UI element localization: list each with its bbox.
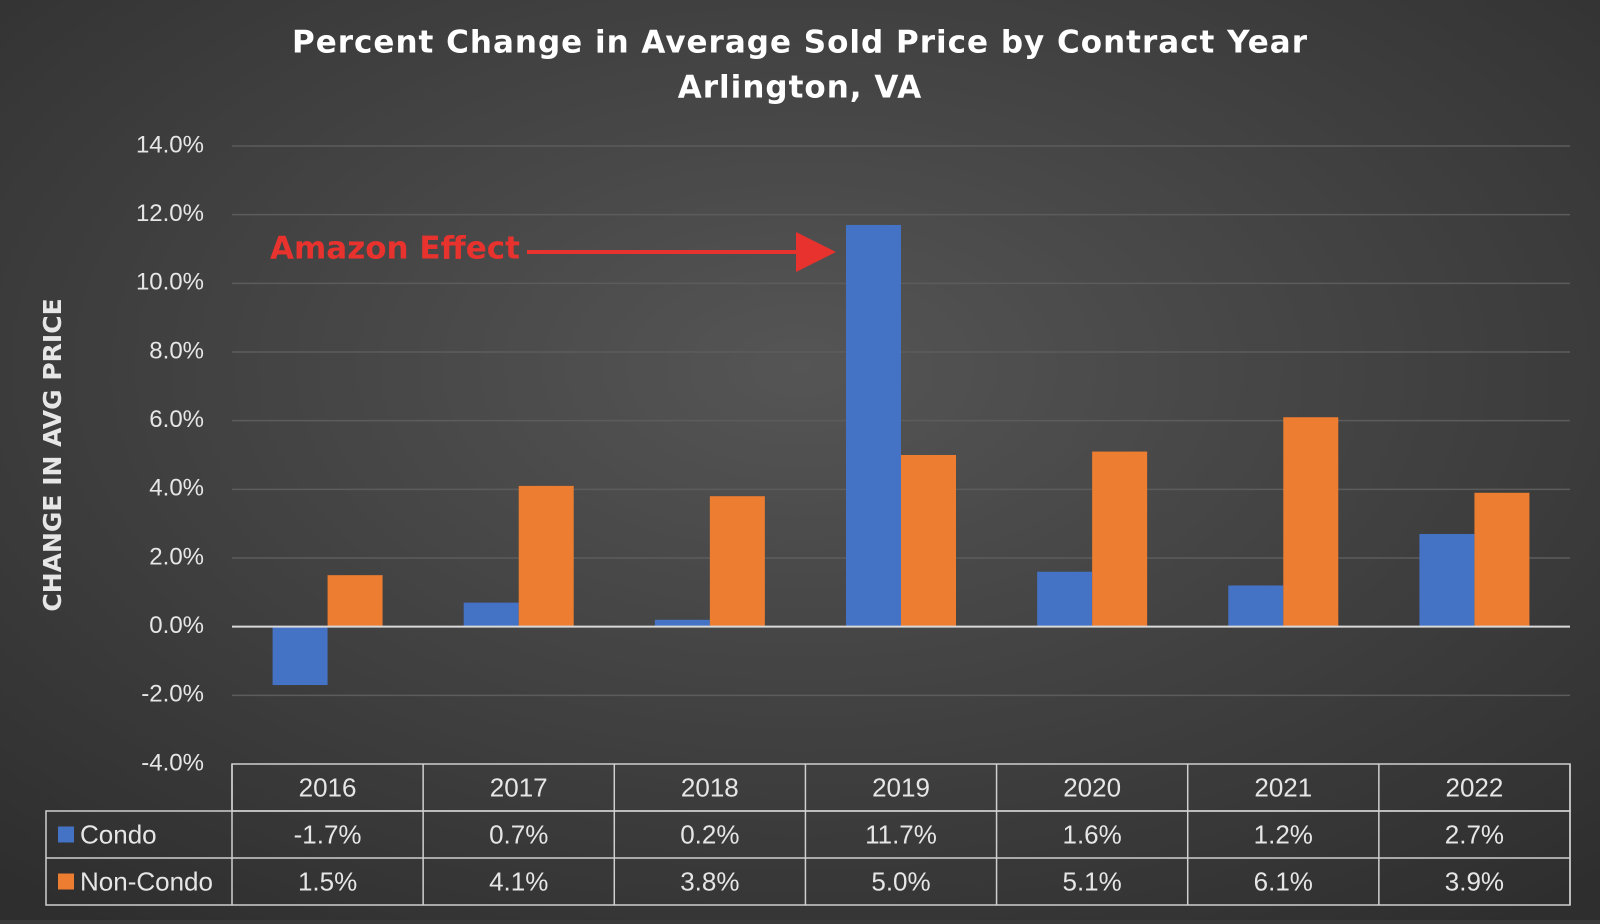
x-tick-label: 2017 xyxy=(490,772,548,802)
bar xyxy=(518,485,574,627)
data-label: 6.1% xyxy=(1254,866,1313,896)
data-label: 0.7% xyxy=(489,819,548,849)
bar xyxy=(272,626,328,686)
annotation: Amazon Effect xyxy=(270,231,520,267)
x-tick-label: 2018 xyxy=(681,772,739,802)
data-label: -1.7% xyxy=(294,819,362,849)
data-label: 3.9% xyxy=(1445,866,1504,896)
legend-label: Non-Condo xyxy=(80,866,213,896)
data-label: 1.2% xyxy=(1254,819,1313,849)
x-tick-label: 2022 xyxy=(1446,772,1504,802)
bar xyxy=(1228,585,1284,627)
y-tick-label: 2.0% xyxy=(149,543,204,570)
y-tick-label: 0.0% xyxy=(149,612,204,639)
data-label: 0.2% xyxy=(680,819,739,849)
bar xyxy=(1419,533,1475,627)
bar xyxy=(901,455,956,627)
bar xyxy=(709,496,765,627)
legend-swatch xyxy=(58,826,74,843)
chart-subtitle: Arlington, VA xyxy=(678,70,922,106)
data-label: 5.1% xyxy=(1063,866,1122,896)
data-label: 11.7% xyxy=(865,819,937,849)
x-tick-label: 2021 xyxy=(1254,772,1312,802)
bar xyxy=(1474,492,1530,627)
data-label: 2.7% xyxy=(1445,819,1504,849)
bar xyxy=(846,224,901,627)
y-tick-label: -2.0% xyxy=(141,681,204,708)
data-label: 1.5% xyxy=(298,866,357,896)
bar xyxy=(1037,571,1093,627)
x-tick-label: 2016 xyxy=(299,772,357,802)
y-axis-label: CHANGE IN AVG PRICE xyxy=(38,298,67,611)
x-tick-label: 2020 xyxy=(1063,772,1121,802)
bar xyxy=(1283,417,1339,627)
data-label: 1.6% xyxy=(1063,819,1122,849)
data-label: 4.1% xyxy=(489,866,548,896)
y-tick-label: 10.0% xyxy=(136,269,204,296)
chart-title: Percent Change in Average Sold Price by … xyxy=(292,25,1308,61)
data-label: 5.0% xyxy=(871,866,930,896)
legend-label: Condo xyxy=(80,819,157,849)
y-tick-label: 14.0% xyxy=(136,131,204,158)
bar xyxy=(463,602,519,627)
data-label: 3.8% xyxy=(680,866,739,896)
bar xyxy=(1092,451,1148,627)
y-tick-label: 8.0% xyxy=(149,337,204,364)
legend-swatch xyxy=(58,873,74,890)
x-tick-label: 2019 xyxy=(872,772,930,802)
y-tick-label: 6.0% xyxy=(149,406,204,433)
y-tick-label: -4.0% xyxy=(141,749,204,776)
y-tick-label: 4.0% xyxy=(149,475,204,502)
bar xyxy=(654,619,710,627)
bar xyxy=(327,575,383,627)
y-tick-label: 12.0% xyxy=(136,200,204,227)
